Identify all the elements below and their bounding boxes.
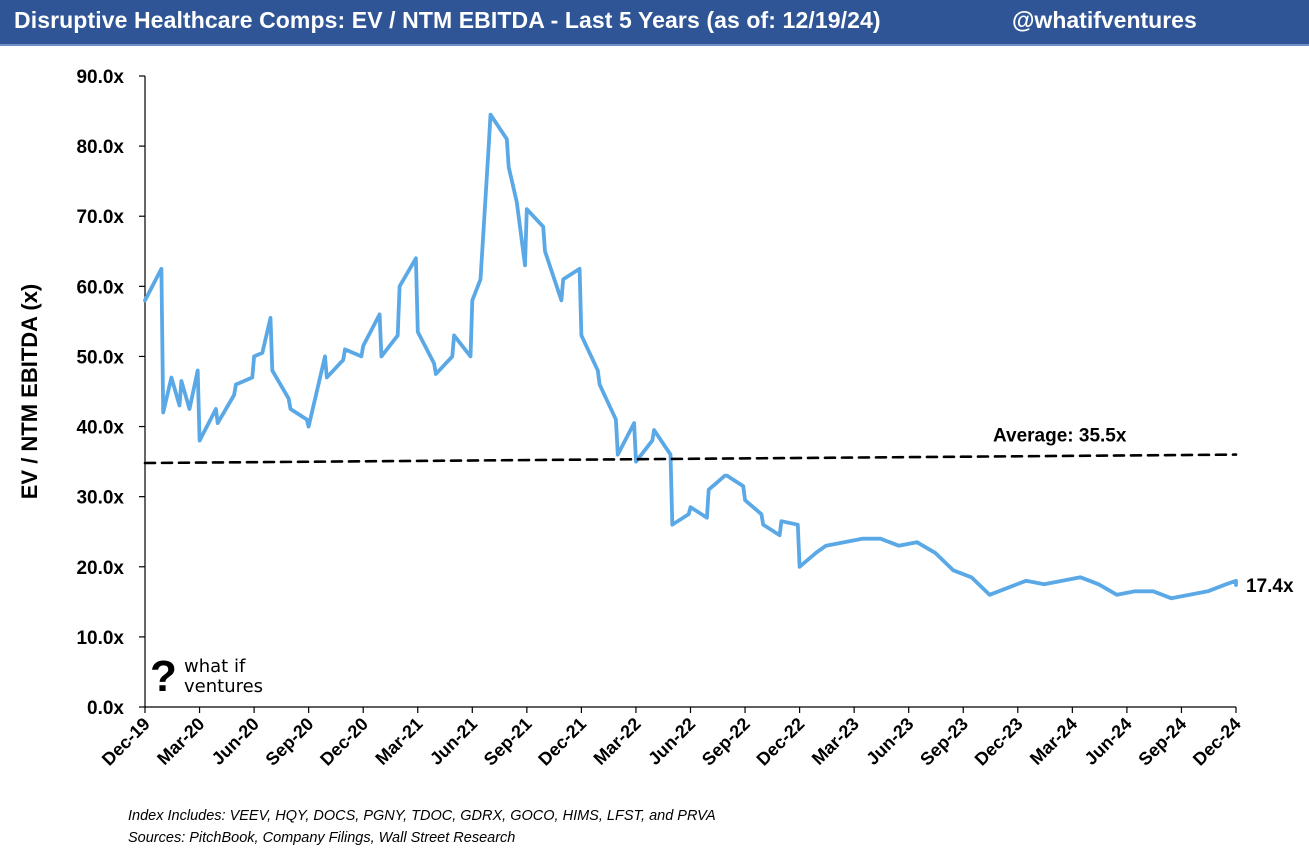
chart-header: Disruptive Healthcare Comps: EV / NTM EB… <box>0 0 1309 46</box>
y-tick-label: 40.0x <box>76 418 124 439</box>
end-value-label: 17.4x <box>1246 576 1294 597</box>
x-tick-label: Jun-22 <box>644 714 699 769</box>
x-tick-label: Mar-21 <box>371 714 426 769</box>
y-tick-label: 70.0x <box>76 207 124 228</box>
y-tick-label: 20.0x <box>76 558 124 579</box>
y-tick-label: 10.0x <box>76 628 124 649</box>
x-tick-label: Dec-23 <box>971 714 1027 770</box>
question-mark-icon: ? <box>150 652 177 701</box>
y-axis-label: EV / NTM EBITDA (x) <box>17 284 42 500</box>
x-tick-label: Jun-23 <box>862 714 917 769</box>
y-tick-label: 60.0x <box>76 277 124 298</box>
x-tick-label: Sep-21 <box>480 714 536 770</box>
x-tick-label: Dec-22 <box>753 714 809 770</box>
x-tick-label: Dec-21 <box>534 714 590 770</box>
average-line <box>143 453 1238 465</box>
line-chart: 0.0x 10.0x 20.0x 30.0x 40.0x 50.0x 60.0x 70.0x 8… <box>17 67 1294 770</box>
y-tick-label: 0.0x <box>87 698 124 719</box>
x-tick-label: Sep-24 <box>1134 714 1190 770</box>
x-tick-label: Jun-20 <box>208 714 263 769</box>
x-tick-label: Sep-23 <box>916 714 972 770</box>
whatif-ventures-logo: ? what if ventures <box>150 655 290 703</box>
x-tick-label: Dec-20 <box>316 714 372 770</box>
y-tick-label: 90.0x <box>76 67 124 88</box>
x-tick-label: Sep-22 <box>698 714 754 770</box>
y-axis: 0.0x 10.0x 20.0x 30.0x 40.0x 50.0x 60.0x 70.0x 8… <box>76 67 146 719</box>
social-handle: @whatifventures <box>1012 7 1197 33</box>
logo-text-line2: ventures <box>184 676 264 697</box>
ev-ebitda-series-line <box>143 112 1238 601</box>
logo-text-line1: what if <box>184 656 246 677</box>
x-tick-label: Mar-24 <box>1026 714 1081 769</box>
y-tick-label: 30.0x <box>76 488 124 509</box>
x-tick-label: Dec-24 <box>1189 714 1245 770</box>
series-layer <box>143 112 1238 601</box>
footnote-index: Index Includes: VEEV, HQY, DOCS, PGNY, T… <box>128 808 716 824</box>
x-tick-label: Jun-24 <box>1081 714 1136 769</box>
average-label: Average: 35.5x <box>993 425 1127 446</box>
chart-title: Disruptive Healthcare Comps: EV / NTM EB… <box>14 7 881 33</box>
footnote-sources: Sources: PitchBook, Company Filings, Wal… <box>128 830 516 846</box>
y-tick-label: 50.0x <box>76 347 124 368</box>
y-tick-label: 80.0x <box>76 137 124 158</box>
x-tick-label: Sep-20 <box>262 714 318 770</box>
x-tick-label: Mar-20 <box>153 714 208 769</box>
x-tick-label: Dec-19 <box>98 714 154 770</box>
x-tick-label: Mar-23 <box>808 714 863 769</box>
x-tick-label: Mar-22 <box>590 714 645 769</box>
x-tick-label: Jun-21 <box>426 714 481 769</box>
